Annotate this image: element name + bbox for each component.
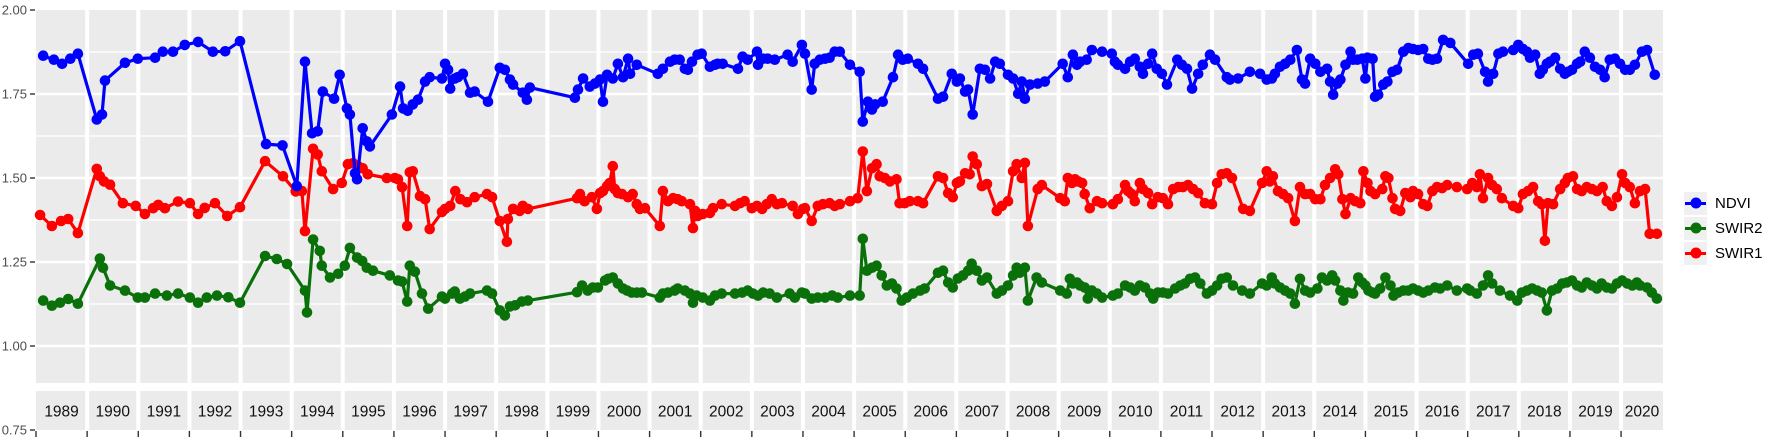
svg-text:2011: 2011 xyxy=(1170,404,1203,421)
svg-text:2018: 2018 xyxy=(1527,404,1561,421)
svg-text:1997: 1997 xyxy=(453,404,487,421)
legend-key-point xyxy=(1690,222,1701,234)
svg-text:2016: 2016 xyxy=(1425,404,1459,421)
svg-text:2010: 2010 xyxy=(1118,404,1153,421)
svg-text:1.50: 1.50 xyxy=(2,171,27,186)
svg-text:2015: 2015 xyxy=(1374,404,1408,421)
svg-text:1994: 1994 xyxy=(300,404,335,421)
series-NDVI xyxy=(37,34,1661,192)
svg-text:2002: 2002 xyxy=(709,404,743,421)
x-axis-ticks xyxy=(35,431,1622,437)
svg-text:2008: 2008 xyxy=(1016,404,1050,421)
svg-text:2009: 2009 xyxy=(1067,404,1101,421)
series-points-SWIR2 xyxy=(37,233,1663,321)
swir1-legend-key-icon xyxy=(1684,241,1707,265)
series-points-SWIR1 xyxy=(34,143,1663,248)
series-points-NDVI xyxy=(37,34,1661,192)
svg-text:2006: 2006 xyxy=(914,404,948,421)
legend-item-swir1: SWIR1 xyxy=(1684,241,1763,265)
svg-text:2017: 2017 xyxy=(1476,404,1510,421)
ndvi-legend-key-icon xyxy=(1684,191,1707,215)
svg-text:1989: 1989 xyxy=(44,404,78,421)
svg-text:1992: 1992 xyxy=(198,404,232,421)
legend-key-point xyxy=(1690,197,1701,209)
legend-label-ndvi: NDVI xyxy=(1715,194,1751,212)
chart-legend: NDVI SWIR2 SWIR1 xyxy=(1684,191,1763,265)
legend-item-ndvi: NDVI xyxy=(1684,191,1763,215)
svg-text:1991: 1991 xyxy=(147,404,181,421)
svg-text:2004: 2004 xyxy=(811,404,846,421)
svg-text:2003: 2003 xyxy=(760,404,794,421)
series-SWIR1 xyxy=(34,143,1663,248)
legend-item-swir2: SWIR2 xyxy=(1684,216,1763,240)
svg-text:2020: 2020 xyxy=(1625,404,1660,421)
svg-text:2013: 2013 xyxy=(1271,404,1305,421)
svg-text:1996: 1996 xyxy=(402,404,436,421)
svg-text:2014: 2014 xyxy=(1323,404,1358,421)
svg-text:1.75: 1.75 xyxy=(2,87,27,102)
svg-text:1998: 1998 xyxy=(505,404,539,421)
year-strips: 1989 1990 1991 1992 1993 1994 1995 1996 1997 1998… xyxy=(36,391,1663,430)
svg-text:2000: 2000 xyxy=(607,404,642,421)
svg-text:1.25: 1.25 xyxy=(2,255,27,270)
legend-label-swir2: SWIR2 xyxy=(1715,219,1763,237)
svg-text:1999: 1999 xyxy=(556,404,590,421)
y-axis: 0.75 1.00 1.25 1.50 1.75 2.00 xyxy=(2,3,35,438)
svg-text:0.75: 0.75 xyxy=(2,423,27,438)
svg-text:2001: 2001 xyxy=(658,404,692,421)
svg-text:2005: 2005 xyxy=(862,404,896,421)
year-gridlines xyxy=(85,10,1624,383)
svg-text:2007: 2007 xyxy=(965,404,999,421)
series-SWIR2 xyxy=(37,233,1663,321)
svg-text:2012: 2012 xyxy=(1220,404,1254,421)
svg-text:2.00: 2.00 xyxy=(2,3,27,18)
svg-text:2019: 2019 xyxy=(1578,404,1612,421)
svg-text:1995: 1995 xyxy=(351,404,385,421)
svg-text:1.00: 1.00 xyxy=(2,339,27,354)
svg-text:1993: 1993 xyxy=(249,404,283,421)
legend-label-swir1: SWIR1 xyxy=(1715,244,1763,262)
svg-text:1990: 1990 xyxy=(95,404,130,421)
swir2-legend-key-icon xyxy=(1684,216,1707,240)
legend-key-point xyxy=(1690,247,1701,259)
